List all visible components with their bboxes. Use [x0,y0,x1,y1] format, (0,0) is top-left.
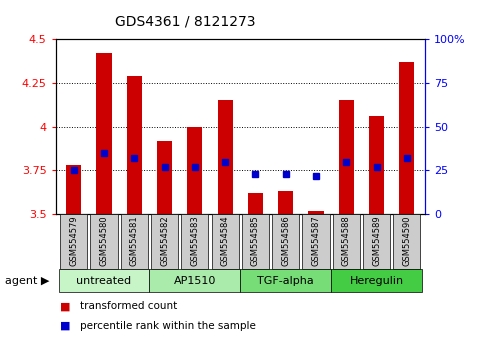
Bar [248,193,263,214]
Bar [369,116,384,214]
Text: GDS4361 / 8121273: GDS4361 / 8121273 [114,14,255,28]
Text: GSM554588: GSM554588 [342,215,351,266]
Text: percentile rank within the sample: percentile rank within the sample [80,321,256,331]
Text: untreated: untreated [76,275,131,286]
Text: GSM554584: GSM554584 [221,215,229,266]
Bar [393,214,421,269]
Bar [90,214,118,269]
Bar [187,126,202,214]
Text: GSM554587: GSM554587 [312,215,321,266]
Bar [363,214,390,269]
Bar [157,141,172,214]
Bar [58,269,149,292]
Text: GSM554590: GSM554590 [402,215,412,266]
Text: GSM554580: GSM554580 [99,215,109,266]
Bar [241,269,331,292]
Bar [333,214,360,269]
Bar [309,211,324,214]
Text: TGF-alpha: TGF-alpha [257,275,314,286]
Text: AP1510: AP1510 [174,275,216,286]
Bar [149,269,241,292]
Bar [66,165,81,214]
Bar [212,214,239,269]
Text: GSM554586: GSM554586 [281,215,290,266]
Bar [151,214,178,269]
Bar [339,100,354,214]
Text: GSM554579: GSM554579 [69,215,78,266]
Text: agent ▶: agent ▶ [5,275,49,286]
Bar [127,76,142,214]
Text: GSM554581: GSM554581 [130,215,139,266]
Text: Heregulin: Heregulin [350,275,404,286]
Text: GSM554582: GSM554582 [160,215,169,266]
Bar [272,214,299,269]
Bar [278,192,293,214]
Text: GSM554589: GSM554589 [372,215,381,266]
Bar [399,62,414,214]
Text: ■: ■ [60,301,71,311]
Bar [217,100,233,214]
Bar [181,214,209,269]
Text: ■: ■ [60,321,71,331]
Bar [302,214,329,269]
Bar [60,214,87,269]
Text: GSM554583: GSM554583 [190,215,199,266]
Bar [121,214,148,269]
Bar [97,53,112,214]
Text: GSM554585: GSM554585 [251,215,260,266]
Bar [242,214,269,269]
Text: transformed count: transformed count [80,301,177,311]
Bar [331,269,422,292]
